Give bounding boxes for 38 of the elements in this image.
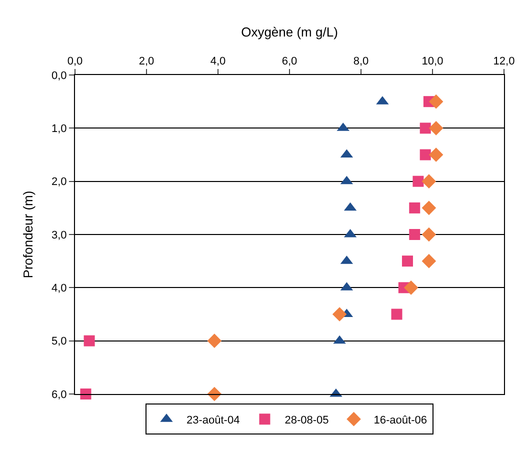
point	[428, 148, 444, 162]
point	[422, 174, 436, 188]
point	[404, 280, 418, 295]
point	[84, 335, 95, 346]
point	[422, 254, 436, 268]
y-tick-label: 1,0	[52, 123, 67, 136]
point	[428, 121, 444, 136]
point	[409, 202, 420, 214]
x-axis-title: Oxygène (m g/L)	[241, 24, 338, 40]
point	[420, 149, 431, 160]
point	[409, 229, 420, 240]
y-axis-title: Profondeur (m)	[20, 190, 36, 278]
x-tick-label: 10,0	[422, 56, 444, 68]
x-tick-label: 12,0	[493, 56, 515, 68]
point	[422, 227, 436, 242]
point	[412, 176, 424, 187]
y-tick-label: 6,0	[52, 388, 67, 401]
legend-label: 16-août-06	[374, 414, 427, 426]
point	[332, 307, 347, 322]
y-tick-label: 4,0	[52, 282, 67, 295]
point	[402, 256, 413, 267]
x-tick-label: 6,0	[282, 56, 298, 68]
legend-label: 23-août-04	[186, 414, 240, 426]
x-tick-label: 2,0	[138, 56, 154, 68]
y-tick-label: 5,0	[52, 336, 67, 348]
point	[80, 388, 92, 400]
y-tick-label: 3,0	[52, 229, 67, 242]
x-tick-label: 4,0	[210, 56, 226, 68]
y-tick-label: 0,0	[52, 70, 67, 82]
point	[422, 200, 436, 216]
x-tick-label: 8,0	[353, 56, 369, 68]
x-tick-label: 0,0	[67, 56, 83, 68]
legend-label: 28-08-05	[284, 414, 329, 426]
point	[391, 308, 402, 320]
y-tick-label: 2,0	[52, 176, 67, 188]
point	[207, 334, 222, 348]
point	[428, 94, 444, 109]
point	[420, 122, 431, 134]
